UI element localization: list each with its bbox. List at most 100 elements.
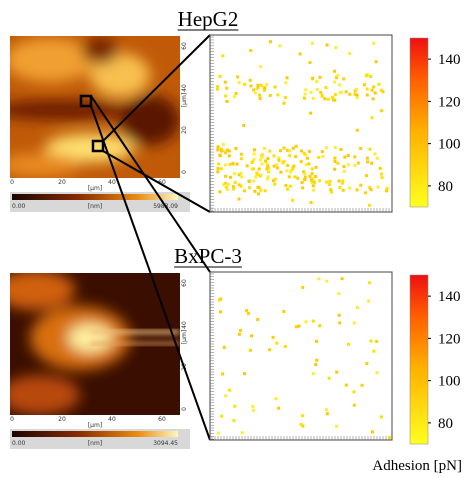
map-dot [333, 159, 337, 163]
map-dot [268, 348, 272, 352]
colorbar-tick-label: 140 [438, 52, 461, 68]
map-dot [221, 142, 225, 146]
map-dot [225, 148, 229, 152]
afm-x-unit: [μm] [88, 185, 102, 192]
map-dot [331, 95, 335, 99]
map-dot [259, 188, 263, 192]
map-dot [265, 162, 269, 166]
map-dot [315, 80, 319, 84]
map-dot [223, 163, 227, 167]
map-dot [252, 152, 256, 156]
map-dot [375, 371, 379, 375]
map-dot [237, 197, 241, 201]
map-dot [356, 161, 360, 165]
map-dot [367, 281, 371, 285]
map-dot [227, 154, 231, 158]
map-dot [240, 175, 244, 179]
map-dot [348, 186, 352, 190]
afm-x-unit: [μm] [88, 422, 102, 429]
map-dot [309, 111, 313, 115]
map-dot [341, 188, 345, 192]
map-dot [375, 339, 379, 343]
map-dot [219, 147, 223, 151]
map-dot [272, 154, 276, 158]
map-dot [355, 306, 359, 310]
map-dot [283, 96, 287, 100]
map-dot [257, 192, 261, 196]
map-dot [239, 152, 243, 156]
map-dot [285, 187, 289, 191]
map-dot [227, 149, 231, 153]
map-dot [362, 83, 366, 87]
map-dot [369, 75, 373, 79]
map-dot [266, 164, 270, 168]
map-dot [364, 191, 368, 195]
map-dot [223, 80, 227, 84]
map-dot [365, 156, 369, 160]
map-dot [252, 179, 256, 183]
map-dot [262, 88, 266, 92]
zoom-square [91, 139, 105, 153]
map-dot [342, 77, 346, 81]
map-dot [372, 41, 376, 45]
map-dot [263, 86, 267, 90]
map-dot [273, 177, 277, 181]
map-dot [227, 182, 231, 186]
map-dot [315, 87, 319, 91]
map-dot [372, 349, 376, 353]
map-dot [237, 81, 241, 85]
map-dot [339, 147, 343, 151]
map-dot [245, 308, 249, 312]
map-dot [335, 370, 339, 374]
map-dot [355, 87, 359, 91]
map-dot [325, 279, 329, 283]
map-dot [245, 164, 249, 168]
height-unit: [nm] [88, 203, 102, 210]
map-dot [288, 149, 292, 153]
map-dot [278, 149, 282, 153]
map-dot [249, 84, 253, 88]
map-dot [259, 154, 263, 158]
afm-x-tick-label: 0 [10, 179, 14, 186]
map-dot [216, 87, 220, 91]
map-dot [216, 170, 220, 174]
map-dot [216, 431, 220, 435]
colorbar [409, 37, 429, 208]
map-dot [377, 82, 381, 86]
colorbar-tick-label: 140 [438, 289, 461, 305]
map-dot [369, 188, 373, 192]
map-dot [309, 200, 313, 204]
map-dot [246, 312, 250, 316]
map-dot [311, 96, 315, 100]
map-dot [374, 60, 378, 64]
map-dot [353, 155, 357, 159]
map-dot [273, 85, 277, 89]
map-dot [304, 163, 308, 167]
map-dot [233, 404, 237, 408]
map-dot [237, 183, 241, 187]
map-dot [272, 179, 276, 183]
map-dot [365, 87, 369, 91]
map-dot [234, 147, 238, 151]
afm-y-tick-label: 60 [181, 42, 188, 50]
afm-image [10, 273, 180, 415]
map-dot [347, 342, 351, 346]
map-dot [309, 178, 313, 182]
map-dot [324, 85, 328, 89]
map-dot [380, 172, 384, 176]
map-dot [375, 156, 379, 160]
colorbar-tick-label: 100 [438, 137, 461, 153]
map-dot [307, 149, 311, 153]
afm-y-tick-label: 40 [181, 321, 188, 329]
map-dot [341, 181, 345, 185]
map-dot [256, 185, 260, 189]
map-dot [277, 156, 281, 160]
map-dot [254, 175, 258, 179]
map-dot [336, 73, 340, 77]
map-dot [216, 145, 220, 149]
map-dot [287, 175, 291, 179]
map-dot [260, 155, 264, 159]
map-dot [265, 83, 269, 87]
map-dot [255, 171, 259, 175]
map-dot [275, 341, 279, 345]
